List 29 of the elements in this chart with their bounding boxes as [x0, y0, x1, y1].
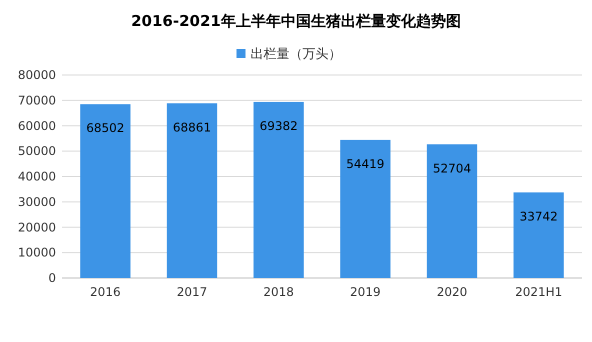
data-label: 33742 [520, 209, 558, 224]
x-tick-label: 2016 [90, 285, 121, 299]
bar [166, 103, 218, 278]
bar [80, 104, 130, 278]
data-label: 54419 [346, 156, 384, 171]
y-tick-label: 50000 [18, 144, 56, 158]
data-label: 68861 [172, 120, 212, 134]
y-tick-label: 20000 [18, 220, 56, 234]
y-tick-label: 70000 [18, 93, 56, 108]
x-tick-label: 2018 [263, 285, 294, 299]
y-tick-label: 30000 [18, 194, 56, 209]
data-label: 69382 [260, 118, 298, 133]
data-label: 68502 [86, 121, 124, 136]
legend-label: 出栏量（万头） [250, 47, 342, 62]
x-tick-label: 2021H1 [515, 285, 562, 299]
x-tick-label: 2019 [350, 285, 381, 299]
bar [340, 140, 390, 278]
y-tick-label: 0 [48, 271, 56, 285]
chart-title: 2016-2021年上半年中国生猪出栏量变化趋势图 [131, 12, 461, 30]
y-tick-label: 10000 [18, 246, 56, 260]
bar [426, 144, 478, 278]
x-tick-label: 2020 [436, 285, 468, 299]
y-tick-label: 60000 [18, 118, 56, 133]
y-tick-label: 80000 [18, 68, 56, 82]
data-label: 52704 [432, 161, 472, 176]
bar [254, 102, 304, 278]
y-tick-label: 40000 [18, 170, 56, 184]
bar [514, 192, 564, 278]
x-tick-label: 2017 [176, 285, 208, 299]
